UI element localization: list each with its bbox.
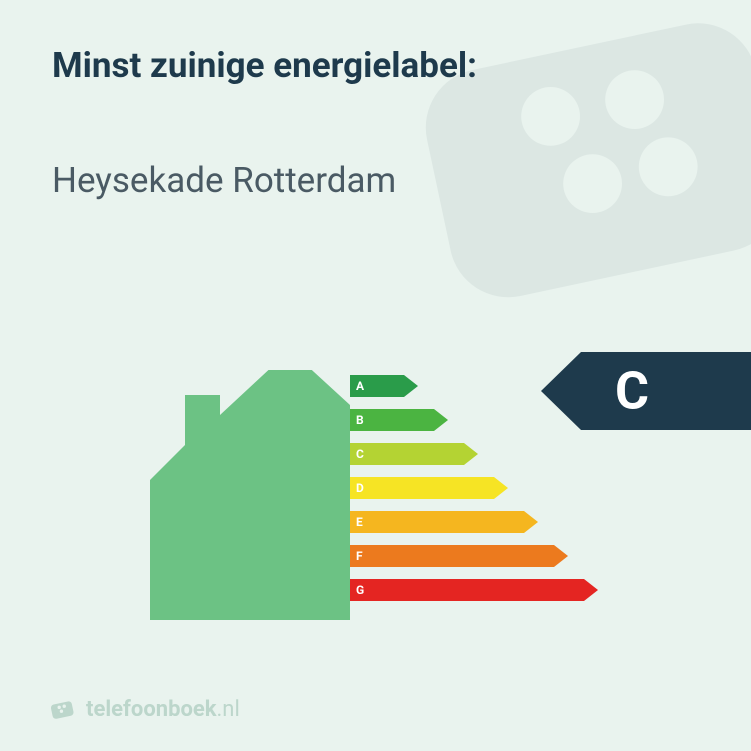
footer-brand-bold: telefoonboek bbox=[86, 697, 217, 722]
energy-bar-letter: B bbox=[356, 413, 364, 427]
result-label-letter: C bbox=[615, 361, 649, 422]
page-subtitle: Heysekade Rotterdam bbox=[52, 160, 396, 201]
energy-bar-g: G bbox=[350, 579, 598, 601]
energy-bar-letter: G bbox=[356, 583, 364, 597]
footer: telefoonboek.nl bbox=[48, 695, 240, 723]
page-title: Minst zuinige energielabel: bbox=[52, 45, 477, 86]
energy-bar-f: F bbox=[350, 545, 598, 567]
energy-bar-d: D bbox=[350, 477, 598, 499]
house-icon bbox=[150, 370, 350, 620]
energy-bar-c: C bbox=[350, 443, 598, 465]
energy-bar-letter: D bbox=[356, 481, 364, 495]
energy-bar-e: E bbox=[350, 511, 598, 533]
footer-brand-rest: .nl bbox=[217, 697, 240, 722]
footer-brand: telefoonboek.nl bbox=[86, 697, 240, 722]
energy-bar-letter: E bbox=[356, 515, 363, 529]
energy-bar-letter: C bbox=[356, 447, 364, 461]
footer-logo-icon bbox=[48, 695, 76, 723]
energy-bar-letter: A bbox=[356, 379, 364, 393]
result-label: C bbox=[541, 352, 751, 430]
energy-bar-letter: F bbox=[356, 549, 363, 563]
